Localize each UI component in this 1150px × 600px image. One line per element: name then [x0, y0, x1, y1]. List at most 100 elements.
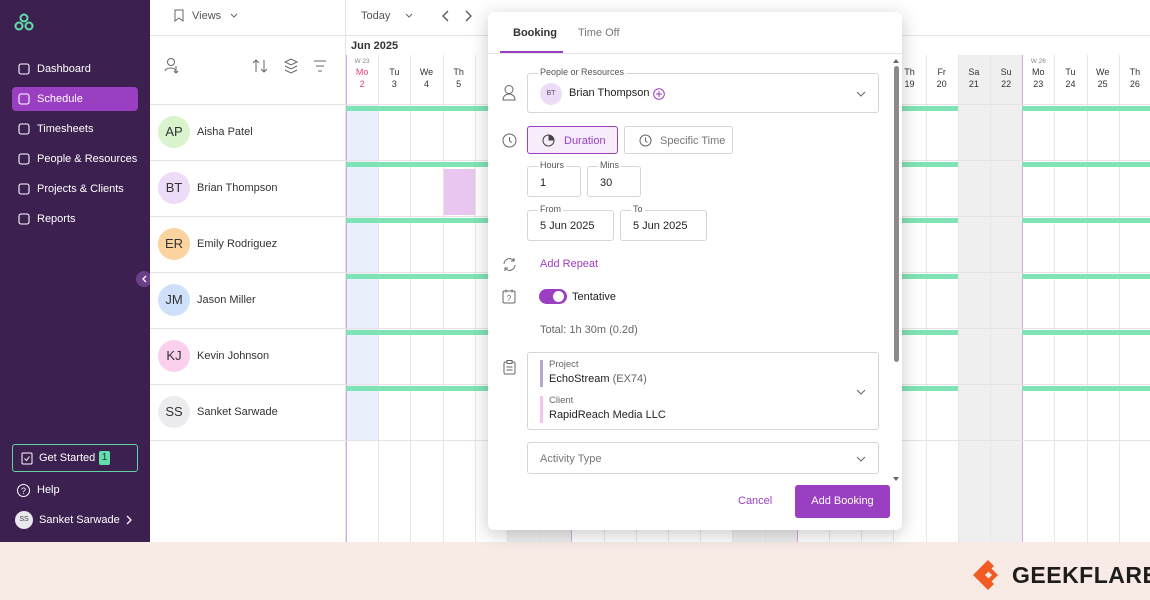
- availability-bar: [378, 386, 411, 391]
- add-booking-button[interactable]: Add Booking: [795, 485, 890, 518]
- month-label: Jun 2025: [351, 40, 399, 52]
- nav-item[interactable]: Timesheets: [12, 117, 138, 141]
- availability-bar: [925, 162, 958, 167]
- hours-field[interactable]: 1: [527, 166, 581, 197]
- toggle-knob: [553, 291, 564, 302]
- value: 1: [540, 177, 547, 189]
- availability-bar: [1118, 386, 1150, 391]
- tab-time-off[interactable]: Time Off: [578, 27, 620, 39]
- tab-booking[interactable]: Booking: [513, 27, 557, 39]
- availability-bar: [442, 218, 475, 223]
- availability-bar: [442, 386, 475, 391]
- column-line: [410, 55, 412, 542]
- views[interactable]: Views: [192, 10, 222, 22]
- field-label: Hours: [538, 160, 567, 170]
- column-line: [474, 55, 476, 542]
- availability-bar: [1054, 386, 1087, 391]
- get-started[interactable]: Get Started 1: [12, 444, 138, 472]
- column-line: [1022, 55, 1024, 542]
- availability-bar: [1118, 162, 1150, 167]
- client-label: Client: [549, 395, 574, 406]
- cancel-button[interactable]: Cancel: [738, 495, 773, 507]
- activity-type-field[interactable]: Activity Type: [527, 442, 879, 474]
- chevron: [126, 515, 132, 525]
- day-date: 24: [1065, 79, 1076, 89]
- scrollbar[interactable]: [893, 58, 899, 482]
- nav-arrows[interactable]: [442, 10, 472, 22]
- specific-time-button[interactable]: Specific Time: [624, 126, 733, 154]
- chevron: [230, 13, 238, 18]
- nav-icon: [18, 63, 30, 75]
- week-label: W 26: [1030, 58, 1046, 65]
- column-line: [925, 55, 927, 542]
- people-field[interactable]: BT Brian Thompson: [527, 73, 879, 113]
- nav-item[interactable]: People & Resources: [12, 147, 138, 171]
- availability-bar: [1086, 106, 1119, 111]
- availability-bar: [442, 274, 475, 279]
- day-name: Tu: [1065, 67, 1076, 77]
- client-name: RapidReach Media LLC: [549, 409, 666, 421]
- help[interactable]: Help: [37, 484, 60, 496]
- nav-icon: [18, 183, 30, 195]
- day-date: 22: [1001, 79, 1012, 89]
- day-name: Th: [904, 67, 915, 77]
- brand-logo: [973, 560, 998, 590]
- toggle[interactable]: [539, 289, 567, 304]
- avatar: AP: [158, 116, 190, 148]
- nav-label: Timesheets: [37, 123, 94, 135]
- collapse-button[interactable]: [136, 271, 152, 287]
- scroll-thumb: [893, 66, 899, 362]
- nav-item[interactable]: Schedule: [12, 87, 138, 111]
- day-name: Sa: [968, 67, 980, 77]
- today-button[interactable]: Today: [361, 10, 391, 22]
- availability-bar: [410, 218, 443, 223]
- person-avatar: BT: [540, 83, 562, 105]
- availability-bar: [925, 106, 958, 111]
- project-field[interactable]: Project EchoStream (EX74) Client RapidRe…: [527, 352, 879, 430]
- nav-label: Projects & Clients: [37, 183, 124, 195]
- week-label: W 23: [354, 58, 370, 65]
- panel-tools[interactable]: [164, 58, 335, 74]
- weekend-column: [990, 55, 1023, 542]
- booking-dialog: Booking Time Off BT Brian Thompson Peopl…: [488, 12, 902, 530]
- nav-icon: [18, 123, 30, 135]
- day-name: Th: [453, 67, 464, 77]
- day-name: Su: [1000, 67, 1012, 77]
- duration-button[interactable]: Duration: [527, 126, 618, 154]
- availability-bar: [410, 274, 443, 279]
- availability-bar: [442, 106, 475, 111]
- mins-field[interactable]: 30: [587, 166, 641, 197]
- field-label: Mins: [598, 160, 622, 170]
- column-line: [1054, 55, 1056, 542]
- to-field[interactable]: 5 Jun 2025: [620, 210, 707, 241]
- availability-bar: [893, 274, 926, 279]
- value: 5 Jun 2025: [633, 220, 688, 232]
- tab-border: [488, 53, 902, 54]
- availability-bar: [1022, 386, 1055, 391]
- from-field[interactable]: 5 Jun 2025: [527, 210, 614, 241]
- chevron: [856, 389, 866, 395]
- nav-icon: [18, 153, 30, 165]
- availability-bar: [1054, 106, 1087, 111]
- availability-bar: [1086, 386, 1119, 391]
- nav-item[interactable]: Projects & Clients: [12, 177, 138, 201]
- user-avatar: SS: [15, 511, 33, 529]
- availability-bar: [1086, 162, 1119, 167]
- weekend-column: [957, 55, 990, 542]
- add-icon[interactable]: [653, 88, 665, 100]
- availability-bar: [1086, 274, 1119, 279]
- user-name[interactable]: Sanket Sarwade: [39, 514, 120, 526]
- add-repeat[interactable]: Add Repeat: [540, 258, 599, 270]
- column-line: [957, 55, 959, 542]
- divider: [345, 0, 346, 36]
- column-line: [1086, 55, 1088, 542]
- availability-bar: [1118, 218, 1150, 223]
- nav-item[interactable]: Dashboard: [12, 57, 138, 81]
- availability-bar: [346, 330, 379, 335]
- day-date: 5: [456, 79, 462, 89]
- field-label: From: [538, 204, 563, 214]
- nav-item[interactable]: Reports: [12, 207, 138, 231]
- field-label: People or Resources: [538, 67, 627, 77]
- day-date: 21: [968, 79, 979, 89]
